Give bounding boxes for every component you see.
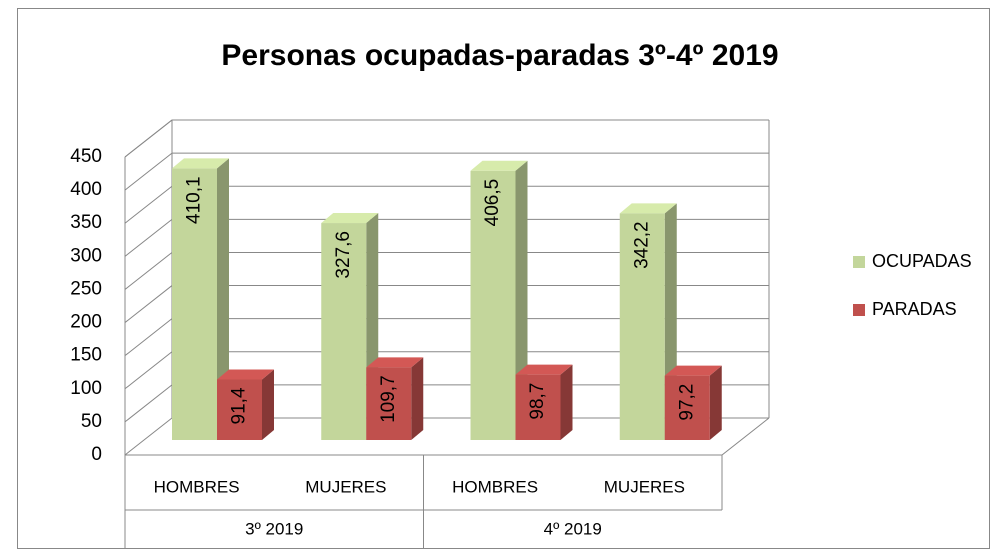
group-label: 3º 2019	[245, 519, 303, 538]
data-label: 327,6	[333, 231, 354, 279]
data-label: 91,4	[229, 387, 250, 424]
bar	[664, 375, 710, 440]
y-tick-label: 100	[70, 378, 102, 399]
chart-title: Personas ocupadas-paradas 3º-4º 2019	[221, 39, 778, 72]
bar	[619, 213, 665, 440]
group-label: 4º 2019	[544, 519, 602, 538]
y-tick-label: 450	[70, 146, 102, 167]
bar	[515, 374, 561, 440]
bar-side	[217, 158, 229, 440]
y-tick-label: 0	[91, 444, 102, 465]
bar	[366, 367, 412, 440]
grid-line	[124, 152, 769, 191]
y-tick-label: 150	[70, 345, 102, 366]
y-tick-label: 200	[70, 312, 102, 333]
y-tick-label: 400	[70, 179, 102, 200]
bar-side	[411, 357, 424, 440]
legend-label: PARADAS	[872, 299, 957, 319]
bar	[217, 379, 262, 440]
y-tick-label: 250	[70, 278, 102, 299]
data-label: 109,7	[378, 375, 399, 423]
data-label: 97,2	[676, 384, 697, 421]
data-label: 406,5	[482, 179, 503, 227]
x-tick-label: HOMBRES	[452, 477, 538, 496]
bar	[321, 223, 367, 440]
legend-label: OCUPADAS	[872, 251, 972, 271]
x-tick-label: MUJERES	[604, 477, 685, 496]
bar-top	[217, 369, 274, 380]
data-label: 342,2	[631, 221, 652, 269]
legend-swatch	[853, 256, 865, 268]
bar-side	[709, 365, 722, 440]
legend-swatch	[853, 304, 865, 316]
bar	[172, 168, 217, 440]
bar-side	[560, 364, 573, 440]
grid-line	[124, 119, 769, 158]
y-tick-label: 300	[70, 245, 102, 266]
bar-top	[172, 158, 229, 169]
x-tick-label: MUJERES	[305, 477, 386, 496]
data-label: 410,1	[184, 176, 205, 224]
y-tick-label: 50	[81, 411, 102, 432]
bar-top	[664, 365, 722, 376]
bar-top	[321, 213, 379, 224]
bar	[470, 170, 516, 440]
x-tick-label: HOMBRES	[154, 477, 240, 496]
bar-top	[470, 160, 528, 171]
bar-top	[515, 364, 573, 375]
y-tick-label: 350	[70, 212, 102, 233]
data-label: 98,7	[527, 383, 548, 420]
bar-top	[619, 203, 677, 214]
bar-top	[366, 357, 424, 368]
bar-side	[262, 369, 274, 440]
